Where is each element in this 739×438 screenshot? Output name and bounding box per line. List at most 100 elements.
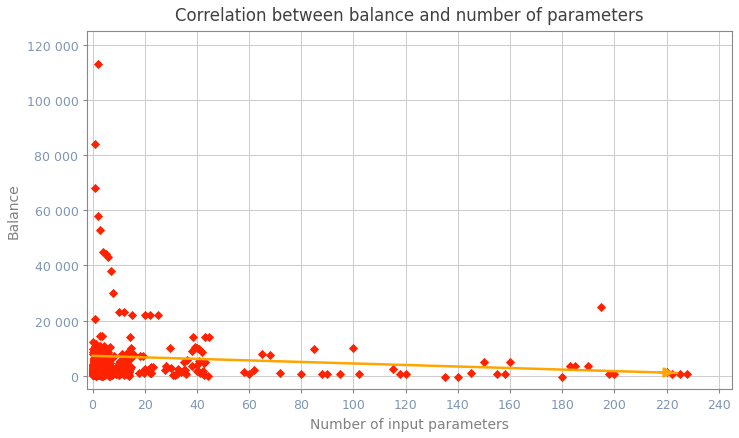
Point xyxy=(90,367,102,374)
Point xyxy=(92,371,104,378)
Point xyxy=(152,312,164,319)
Point xyxy=(109,370,120,377)
Point xyxy=(569,363,581,370)
Point xyxy=(89,372,101,379)
Point xyxy=(92,367,104,374)
Point xyxy=(97,248,109,255)
Point xyxy=(93,370,105,377)
Point xyxy=(117,362,129,369)
Point xyxy=(98,371,109,378)
Point xyxy=(92,364,103,371)
Point xyxy=(112,364,123,371)
Point xyxy=(167,371,179,378)
Point xyxy=(93,361,105,368)
Point xyxy=(109,367,120,374)
Point xyxy=(172,365,184,372)
Point xyxy=(180,371,192,378)
Point xyxy=(88,372,100,379)
Point xyxy=(94,372,106,379)
Point xyxy=(89,371,101,378)
Point xyxy=(91,372,103,379)
Point xyxy=(98,367,109,374)
Point xyxy=(91,365,103,372)
Point xyxy=(96,349,108,356)
Point xyxy=(165,345,177,352)
Point xyxy=(89,371,101,378)
Point xyxy=(92,370,104,377)
Point xyxy=(400,371,412,378)
Point xyxy=(86,364,98,371)
Point xyxy=(106,355,118,362)
Point xyxy=(92,361,103,368)
Point xyxy=(121,367,133,374)
Point xyxy=(88,371,100,378)
Point xyxy=(121,369,133,376)
Point xyxy=(126,364,137,371)
Point xyxy=(596,304,607,311)
Point xyxy=(185,348,197,355)
Point xyxy=(95,371,106,378)
Point xyxy=(92,362,104,369)
Point xyxy=(94,366,106,373)
Point xyxy=(95,372,107,379)
Point xyxy=(95,366,107,373)
Point xyxy=(88,371,100,378)
Point xyxy=(89,363,101,370)
Point xyxy=(106,369,118,376)
Point xyxy=(95,352,107,359)
Point xyxy=(115,370,127,377)
Point xyxy=(126,350,137,357)
Point xyxy=(90,370,102,377)
Point xyxy=(103,360,115,367)
Point xyxy=(112,364,124,371)
Point xyxy=(110,371,122,378)
Point xyxy=(202,372,214,379)
Point xyxy=(89,371,101,378)
Point xyxy=(94,356,106,363)
Point xyxy=(88,372,100,379)
Point xyxy=(93,358,105,365)
Point xyxy=(96,372,108,379)
Point xyxy=(90,371,102,378)
Point xyxy=(89,369,101,376)
Point xyxy=(92,361,103,368)
Point xyxy=(87,366,99,373)
Point xyxy=(87,346,99,353)
Point xyxy=(94,367,106,374)
Point xyxy=(93,366,105,373)
Point xyxy=(99,364,111,371)
Point xyxy=(113,360,125,367)
Point xyxy=(96,354,108,361)
Point xyxy=(89,366,101,373)
Point xyxy=(100,358,112,365)
Point xyxy=(89,365,101,372)
Point xyxy=(102,365,114,372)
Point xyxy=(88,371,100,378)
Point xyxy=(92,372,104,379)
Point xyxy=(87,370,99,377)
Point xyxy=(90,354,102,361)
Point xyxy=(92,371,104,378)
Point xyxy=(90,353,102,360)
Point xyxy=(95,366,106,373)
Point xyxy=(92,366,104,373)
Point xyxy=(89,371,101,378)
Point xyxy=(103,254,115,261)
Point xyxy=(92,371,104,378)
Point xyxy=(93,371,105,378)
Point xyxy=(193,358,205,365)
Point xyxy=(92,371,104,378)
Point xyxy=(114,358,126,365)
Point xyxy=(92,360,103,367)
Point xyxy=(146,363,157,370)
Point xyxy=(88,371,100,378)
Point xyxy=(91,370,103,377)
Point xyxy=(91,362,103,369)
Point xyxy=(90,367,102,374)
Point xyxy=(93,363,105,370)
Point xyxy=(89,369,101,376)
Point xyxy=(87,361,99,368)
Point xyxy=(92,370,104,377)
Point xyxy=(91,364,103,371)
Point xyxy=(92,366,104,373)
